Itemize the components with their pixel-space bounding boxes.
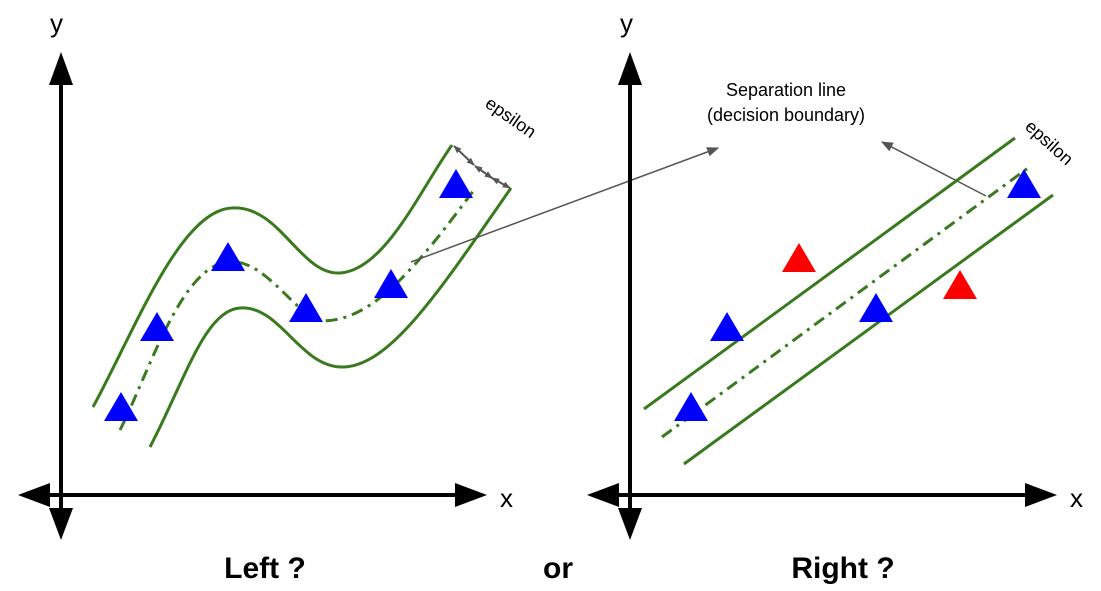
right-panel: y x epsilon Right ? [587, 8, 1083, 585]
left-lower-boundary [148, 187, 513, 448]
left-epsilon-label: epsilon [482, 93, 540, 142]
annotation-line-1: Separation line [726, 80, 846, 100]
right-x-axis-label: x [1070, 483, 1083, 513]
left-point [140, 312, 174, 341]
left-point [374, 269, 408, 298]
right-epsilon-label: epsilon [1021, 116, 1077, 169]
right-caption: Right ? [791, 552, 894, 585]
right-separation-line [661, 166, 1029, 439]
left-point [104, 392, 138, 421]
right-point-red [943, 270, 977, 299]
left-point [439, 169, 473, 198]
right-point-red [782, 243, 816, 272]
left-point [211, 242, 245, 271]
left-x-axis [18, 483, 487, 507]
left-panel: y x epsilon Left ? [18, 8, 540, 585]
right-lower-boundary [683, 193, 1054, 466]
right-x-axis [587, 483, 1057, 507]
annotation-arrow-left [410, 147, 720, 263]
left-point [289, 293, 323, 322]
left-caption: Left ? [224, 552, 306, 585]
right-point-blue [674, 392, 708, 421]
right-y-axis-label: y [620, 8, 633, 38]
right-point-blue [859, 293, 893, 322]
annotation-arrow-right [880, 141, 987, 197]
left-x-axis-label: x [500, 483, 513, 513]
right-upper-boundary [643, 136, 1016, 411]
left-epsilon-arrows [453, 145, 511, 189]
annotation-line-2: (decision boundary) [707, 105, 865, 125]
right-point-blue [1007, 169, 1041, 198]
left-upper-boundary [91, 144, 454, 408]
left-y-axis [49, 52, 73, 540]
left-y-axis-label: y [50, 8, 63, 38]
right-point-blue [710, 312, 744, 341]
right-y-axis [618, 52, 642, 540]
or-separator: or [543, 552, 573, 585]
